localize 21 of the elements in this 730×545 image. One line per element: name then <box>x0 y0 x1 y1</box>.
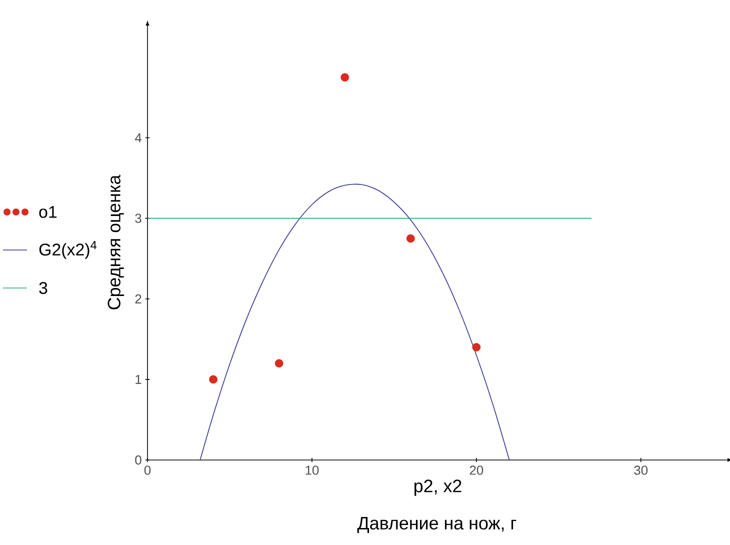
y-tick-label: 3 <box>135 214 142 223</box>
line-series <box>200 184 510 460</box>
x-axis-title: p2, x2 <box>414 480 462 496</box>
point <box>274 359 284 368</box>
legend-label: 3 <box>39 282 48 294</box>
y-tick-label: 4 <box>134 133 142 142</box>
y-tick-label: 1 <box>136 374 142 384</box>
point <box>472 343 481 352</box>
legend-label: o1 <box>39 206 57 218</box>
y-tick-label: 0 <box>135 455 142 465</box>
x-tick-label: 30 <box>634 466 648 475</box>
x-tick-label: 10 <box>306 466 319 475</box>
x-tick-label: 20 <box>470 466 484 475</box>
y-tick-label: 2 <box>135 294 142 304</box>
legend-label: G2(x2)$^{4}$ <box>39 241 97 259</box>
x-tick-label: 0 <box>144 466 151 475</box>
point <box>340 73 350 82</box>
point <box>406 234 415 243</box>
y-axis-title: Средняя оценка <box>108 174 124 310</box>
point <box>209 375 218 384</box>
text: Давление на нож, г <box>357 517 516 533</box>
